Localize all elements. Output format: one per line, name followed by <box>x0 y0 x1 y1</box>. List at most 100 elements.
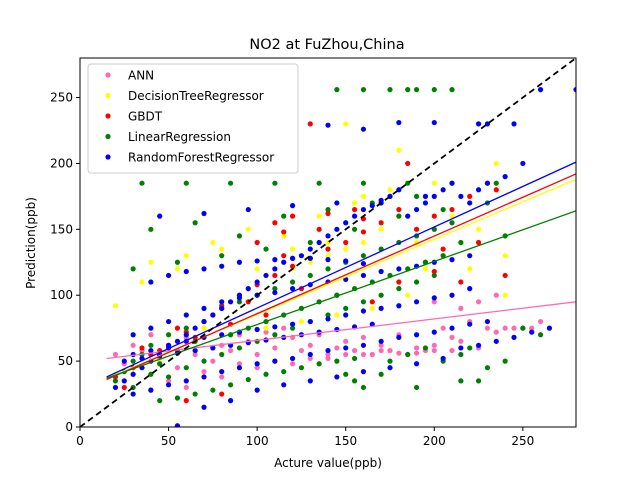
data-point <box>475 226 482 232</box>
data-point <box>493 180 499 186</box>
data-point <box>307 378 313 384</box>
data-point <box>343 305 349 311</box>
data-point <box>165 318 172 325</box>
data-point <box>449 180 455 186</box>
data-point <box>130 391 136 397</box>
data-point <box>307 342 313 348</box>
data-point <box>121 384 127 391</box>
data-point <box>351 213 358 219</box>
data-point <box>405 87 411 93</box>
data-point <box>431 272 437 279</box>
data-point <box>343 246 349 252</box>
data-point <box>502 174 508 180</box>
data-point <box>325 210 331 217</box>
data-point <box>298 365 305 371</box>
data-point <box>325 122 331 128</box>
data-point <box>121 358 127 364</box>
data-point <box>325 233 331 239</box>
data-point <box>201 358 207 364</box>
data-point <box>245 376 251 383</box>
data-point <box>351 378 358 384</box>
data-point <box>227 382 234 388</box>
data-point <box>325 351 331 358</box>
data-point <box>449 220 455 226</box>
data-point <box>281 229 287 235</box>
data-point <box>413 350 420 356</box>
data-point <box>475 299 482 305</box>
legend-label: GBDT <box>128 110 163 124</box>
x-tick-label: 150 <box>334 434 357 448</box>
data-point <box>343 312 349 318</box>
data-point <box>431 213 437 219</box>
legend-marker <box>105 133 111 140</box>
data-point <box>458 345 464 351</box>
data-point <box>272 345 278 351</box>
data-point <box>174 423 181 427</box>
data-point <box>422 266 429 272</box>
data-point <box>165 374 172 380</box>
data-point <box>431 295 437 301</box>
fit-line-series-3 <box>106 210 576 379</box>
data-point <box>148 325 154 331</box>
data-point <box>413 279 420 285</box>
legend-box <box>87 63 299 174</box>
data-point <box>219 369 225 375</box>
data-point <box>130 358 136 364</box>
data-point <box>529 329 535 335</box>
data-point <box>236 295 243 301</box>
data-point <box>148 226 154 232</box>
data-point <box>475 239 482 246</box>
data-point <box>281 253 287 259</box>
data-point <box>537 332 544 338</box>
data-point <box>281 213 287 219</box>
data-point <box>289 279 296 285</box>
data-point <box>360 193 367 199</box>
data-point <box>157 213 163 219</box>
x-axis-label: Acture value(ppb) <box>274 456 382 470</box>
data-point <box>245 226 251 232</box>
data-point <box>325 347 331 354</box>
points-layer <box>112 87 576 427</box>
y-tick-label: 0 <box>65 420 73 434</box>
data-point <box>334 358 340 364</box>
data-point <box>201 210 207 217</box>
data-point <box>360 260 367 267</box>
data-point <box>458 239 464 246</box>
data-point <box>192 325 198 331</box>
data-point <box>502 253 508 259</box>
data-point <box>325 206 331 213</box>
data-point <box>227 347 234 354</box>
data-point <box>157 361 163 367</box>
data-point <box>121 378 127 384</box>
x-tick-label: 0 <box>76 434 84 448</box>
data-point <box>289 263 296 269</box>
y-axis: 0 50 100 150 200 250 <box>50 91 80 434</box>
data-point <box>343 220 349 226</box>
data-point <box>422 200 429 206</box>
data-point <box>263 312 269 318</box>
data-point <box>263 272 269 279</box>
data-point <box>236 365 243 371</box>
fit-line-series-2 <box>106 173 576 381</box>
data-point <box>369 351 375 358</box>
data-point <box>458 305 464 311</box>
data-point <box>360 351 367 358</box>
data-point <box>405 351 411 358</box>
data-point <box>360 253 367 259</box>
data-point <box>413 299 420 305</box>
data-point <box>307 318 313 325</box>
data-point <box>467 253 473 259</box>
data-point <box>360 206 367 213</box>
data-point <box>325 355 331 362</box>
data-point <box>289 203 296 209</box>
data-point <box>130 342 136 348</box>
data-point <box>334 226 340 232</box>
data-point <box>236 299 243 305</box>
data-point <box>546 325 553 331</box>
data-point <box>440 253 446 259</box>
data-point <box>351 347 358 354</box>
data-point <box>263 325 269 331</box>
legend-label: RandomForestRegressor <box>128 151 274 165</box>
data-point <box>520 160 526 167</box>
